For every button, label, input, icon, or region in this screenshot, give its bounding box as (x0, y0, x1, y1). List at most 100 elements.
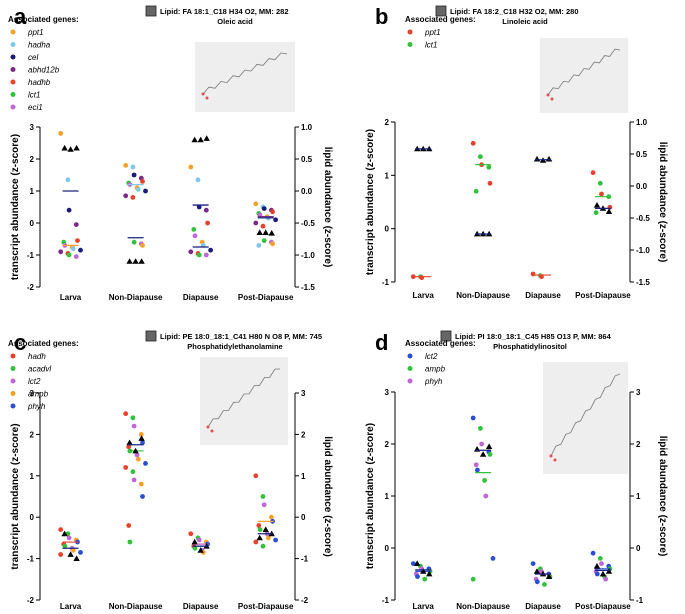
legend-marker (10, 378, 16, 384)
transcript-point (140, 243, 145, 248)
transcript-point (270, 241, 275, 247)
y-tick-label: 3 (30, 389, 35, 398)
transcript-point (131, 477, 137, 483)
transcript-point (257, 527, 263, 532)
category-label: Larva (60, 293, 82, 302)
transcript-point (603, 576, 609, 582)
lipid-point-triangle (593, 563, 601, 569)
transcript-point (590, 170, 596, 176)
transcript-point (273, 537, 278, 543)
lipid-point-triangle (262, 526, 269, 532)
category-label: Non-Diapause (109, 293, 163, 302)
lipid-point-triangle (593, 202, 601, 208)
transcript-point (203, 252, 209, 258)
transcript-point (410, 274, 416, 280)
transcript-point (269, 514, 274, 520)
transcript-point (475, 467, 480, 473)
legend-marker (407, 42, 413, 47)
transcript-point (597, 180, 603, 186)
y2-tick-label: 0 (301, 513, 306, 522)
y-tick-label: 3 (385, 388, 390, 397)
transcript-point (192, 545, 198, 551)
molecule-chain (547, 48, 621, 96)
legend-item-hadha: hadha (28, 41, 51, 50)
category-label: Larva (60, 602, 82, 611)
transcript-point (70, 547, 76, 553)
y2-axis-label: lipid abundance (z-score) (657, 436, 668, 557)
transcript-point (487, 452, 493, 457)
lipid-point-triangle (605, 208, 613, 214)
transcript-point (473, 188, 479, 194)
legend-item-phyh: phyh (27, 402, 46, 411)
transcript-point (66, 207, 72, 213)
y-tick-label: 1 (30, 187, 35, 196)
transcript-point (188, 249, 194, 255)
lipid-point-triangle (132, 258, 139, 264)
category-label: Post-Diapause (575, 602, 631, 611)
transcript-point (138, 432, 144, 437)
y2-tick-label: 3 (301, 389, 306, 398)
transcript-point (130, 415, 136, 421)
y2-tick-label: -1.5 (301, 283, 315, 292)
transcript-point (256, 243, 262, 248)
transcript-point (58, 131, 64, 136)
lipid-point-triangle (426, 570, 433, 577)
transcript-point (188, 164, 194, 170)
lipid-point-triangle (197, 547, 204, 553)
transcript-point (256, 523, 262, 528)
lipid-point-triangle (73, 144, 80, 151)
lipid-point-triangle (191, 136, 198, 143)
transcript-point (191, 227, 197, 232)
y2-tick-label: 2 (636, 440, 641, 449)
legend-item-lct2: lct2 (425, 352, 438, 361)
lipid-point-triangle (533, 568, 541, 574)
y2-tick-label: 2 (301, 430, 306, 439)
molecule-oxygen-atom (206, 425, 210, 429)
legend-item-phyh: phyh (424, 377, 443, 386)
transcript-point (134, 452, 140, 458)
transcript-point (260, 543, 266, 549)
transcript-point (196, 204, 202, 210)
lipid-point-triangle (67, 551, 74, 557)
transcript-point (140, 440, 145, 446)
y-tick-label: -1 (382, 278, 390, 287)
legend-item-ampb: ampb (28, 390, 49, 399)
y2-tick-label: 3 (636, 388, 641, 397)
panel-b: b Lipid: FA 18:2_C18 H32 O2, MM: 280Linol… (365, 4, 668, 300)
transcript-point (530, 561, 536, 566)
transcript-point (196, 537, 202, 543)
legend-marker (407, 29, 413, 35)
panel-c: c Lipid: PE 18:0_18:1_C41 H80 N O8 P, MM:… (8, 330, 333, 611)
y2-tick-label: -1.0 (636, 246, 650, 255)
transcript-point (261, 238, 267, 244)
lipid-point-triangle (138, 435, 145, 441)
panel-label: c (14, 330, 26, 355)
y2-tick-label: 1.0 (301, 123, 313, 132)
lipid-point-triangle (126, 258, 133, 264)
legend-marker (10, 92, 16, 97)
transcript-point (140, 494, 145, 499)
transcript-point (75, 238, 80, 244)
legend-item-lct1: lct1 (28, 91, 40, 100)
legend-title: Associated genes: (8, 15, 79, 24)
lipid-point-triangle (268, 230, 275, 236)
legend-marker (10, 29, 16, 35)
lipid-point-triangle (479, 451, 487, 457)
category-label: Non-Diapause (456, 291, 510, 300)
legend-marker (10, 366, 16, 371)
transcript-point (65, 177, 71, 183)
molecule-oxygen-atom (549, 454, 553, 458)
lipid-point-triangle (545, 573, 553, 579)
molecule-oxygen-atom (553, 458, 557, 462)
category-label: Post-Diapause (575, 291, 631, 300)
y2-tick-label: -1 (301, 555, 309, 564)
transcript-point (188, 531, 194, 537)
molecule-oxygen-atom (546, 93, 550, 97)
lipid-point-triangle (126, 439, 133, 446)
lipid-swatch-icon (435, 5, 447, 17)
transcript-point (599, 561, 604, 566)
transcript-point (478, 154, 483, 160)
transcript-point (140, 179, 145, 184)
legend-item-abhd12b: abhd12b (28, 66, 60, 75)
